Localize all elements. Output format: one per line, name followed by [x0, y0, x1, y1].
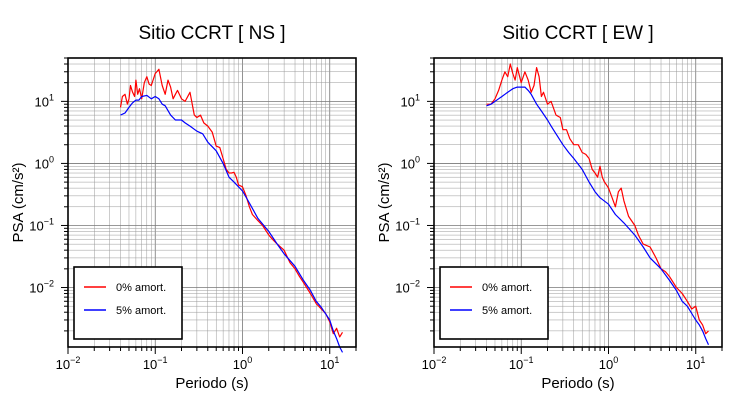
legend-box — [73, 266, 183, 340]
plot-frame — [433, 57, 723, 348]
x-axis-label: Periodo (s) — [175, 375, 248, 392]
legend-label-0: 0% amort. — [482, 282, 532, 294]
x-tick-label: 10−1 — [143, 355, 168, 372]
legend: 0% amort. 5% amort. — [73, 266, 183, 340]
x-tick-label: 101 — [320, 355, 339, 372]
y-axis-label: PSA (cm/s²) — [10, 162, 27, 242]
legend-label-1: 5% amort. — [482, 305, 532, 317]
y-tick-label: 100 — [35, 154, 54, 171]
grid — [68, 58, 356, 347]
x-tick-label: 10−2 — [422, 355, 447, 372]
y-axis-label: PSA (cm/s²) — [376, 162, 393, 242]
y-tick-label: 10−2 — [395, 279, 420, 296]
series-group — [119, 68, 344, 353]
tick-marks — [61, 57, 357, 354]
x-tick-label: 100 — [599, 355, 618, 372]
y-tick-label: 100 — [401, 154, 420, 171]
x-tick-label: 10−1 — [509, 355, 534, 372]
y-tick-label: 10−1 — [29, 217, 54, 234]
y-tick-label: 101 — [35, 92, 54, 109]
y-tick-label: 10−1 — [395, 217, 420, 234]
legend-box — [439, 266, 549, 340]
series-line-1 — [120, 94, 344, 353]
legend-label-0: 0% amort. — [116, 282, 166, 294]
plot-frame — [67, 57, 357, 348]
x-tick-label: 101 — [686, 355, 705, 372]
x-axis-label: Periodo (s) — [541, 375, 614, 392]
chart-title: Sitio CCRT [ NS ] — [138, 23, 285, 44]
chart-title: Sitio CCRT [ EW ] — [502, 23, 653, 44]
x-tick-label: 100 — [233, 355, 252, 372]
chart-panel-0: 10−2 10−1 100 101 10−2 10−1 100 101 Sitio CCRT [… — [10, 23, 357, 392]
chart-panel-1: 10−2 10−1 100 101 10−2 10−1 100 101 Sitio CCRT [… — [376, 23, 723, 392]
legend: 0% amort. 5% amort. — [439, 266, 549, 340]
y-tick-label: 101 — [401, 92, 420, 109]
legend-label-1: 5% amort. — [116, 305, 166, 317]
series-group — [486, 63, 710, 345]
series-line-1 — [486, 86, 710, 345]
x-tick-label: 10−2 — [56, 355, 81, 372]
y-tick-label: 10−2 — [29, 279, 54, 296]
series-line-0 — [486, 63, 709, 335]
tick-marks — [427, 57, 723, 354]
